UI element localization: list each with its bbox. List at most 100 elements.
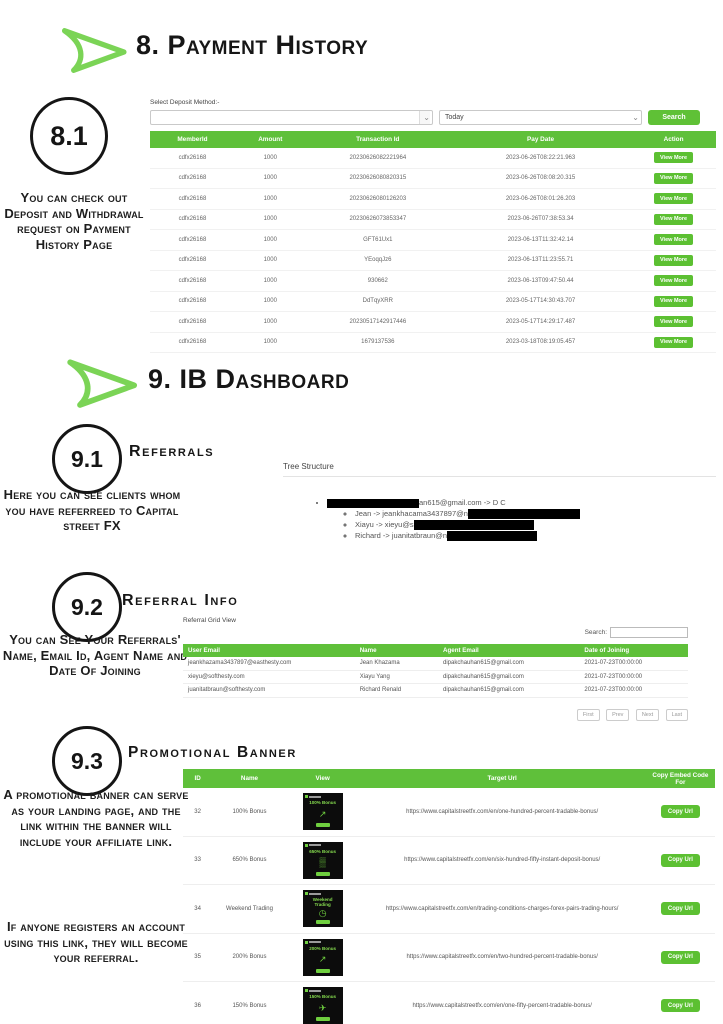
agent-email-cell: dipakchauhan615@gmail.com [438, 683, 580, 698]
table-row: cdfx26168 1000 20230626082221964 2023-06… [150, 148, 716, 169]
section-9-heading: 9. IB Dashboard [148, 364, 350, 394]
action-cell: View More [631, 291, 716, 312]
col-copy-embed: Copy Embed Code For [645, 769, 715, 788]
view-more-button[interactable]: View More [653, 316, 694, 328]
matrix-pattern-icon: ▒ [319, 857, 326, 868]
deposit-method-label: Select Deposit Method:- [150, 99, 220, 106]
banner-thumbnail[interactable]: 200% Bonus ↗ [302, 938, 343, 976]
view-more-button[interactable]: View More [653, 213, 694, 225]
pay-date-cell: 2023-03-18T08:19:05.457 [449, 332, 632, 353]
banner-view-cell: 650% Bonus ▒ [286, 836, 359, 885]
referral-grid-table: User Email Name Agent Email Date of Join… [183, 644, 688, 698]
target-url-cell: https://www.capitalstreetfx.com/en/one-h… [358, 788, 646, 837]
tree-root-label: an615@gmail.com -> D C [419, 498, 506, 507]
referral-tree: an615@gmail.com -> D C Jean -> jeankhaca… [313, 497, 716, 542]
copy-cell: Copy Url [645, 981, 715, 1024]
payment-table: MemberId Amount Transaction Id Pay Date … [150, 131, 716, 353]
tree-child-label: Jean -> jeankhacama3437897@n [355, 509, 468, 518]
redaction-bar [413, 520, 534, 531]
date-of-joining-cell: 2021-07-23T00:00:00 [579, 670, 688, 684]
banner-title-text: 150% Bonus [309, 994, 336, 1000]
banner-thumbnail[interactable]: 100% Bonus ↗ [302, 793, 343, 831]
referrals-title: Referrals [129, 443, 215, 460]
copy-url-button[interactable]: Copy Url [660, 805, 700, 819]
col-amount: Amount [234, 131, 306, 148]
copy-url-button[interactable]: Copy Url [660, 950, 700, 964]
brand-text-placeholder [308, 989, 321, 992]
view-more-button[interactable]: View More [653, 336, 694, 348]
banner-thumbnail[interactable]: 150% Bonus ✈ [302, 987, 343, 1024]
name-cell: Jean Khazama [354, 657, 439, 671]
search-button[interactable]: Search [648, 110, 700, 125]
user-email-cell: xieyu@softhesty.com [183, 670, 355, 684]
pagination-last-button[interactable]: Last [665, 708, 688, 721]
section-8-heading: 8. Payment History [136, 30, 369, 60]
member-id-cell: cdfx26168 [150, 188, 235, 210]
referral-info-title: Referral Info [122, 592, 239, 609]
date-of-joining-cell: 2021-07-23T00:00:00 [579, 657, 688, 671]
banner-id-cell: 32 [183, 788, 213, 837]
transaction-id-cell: 20230626073853347 [305, 209, 450, 230]
referral-info-caption: You can See Your Referrals' Name, Email … [2, 632, 188, 678]
search-label: Search: [584, 629, 607, 636]
member-id-cell: cdfx26168 [150, 209, 235, 230]
brand-logo-icon [304, 843, 308, 847]
amount-cell: 1000 [234, 229, 306, 251]
promo-caption-2: If anyone registers an account using thi… [4, 919, 188, 965]
banner-name-cell: 100% Bonus [212, 788, 287, 837]
target-url-cell: https://www.capitalstreetfx.com/en/six-h… [358, 836, 646, 885]
pagination-first-button[interactable]: First [576, 708, 600, 721]
promotional-banner-screenshot: ID Name View Target Url Copy Embed Code … [183, 769, 715, 1024]
banner-cta-button [315, 968, 330, 973]
period-select[interactable]: Today ⌄ [439, 110, 642, 125]
referral-grid-header: User Email Name Agent Email Date of Join… [183, 644, 688, 657]
table-row: cdfx26168 1000 20230626080820315 2023-06… [150, 168, 716, 189]
amount-cell: 1000 [234, 209, 306, 230]
amount-cell: 1000 [234, 188, 306, 210]
deposit-method-select[interactable]: ⌄ [150, 110, 433, 125]
banner-cta-button [315, 871, 330, 876]
clock-icon: ◷ [318, 908, 327, 919]
action-cell: View More [631, 270, 716, 292]
view-more-button[interactable]: View More [653, 172, 694, 184]
banner-cta-button [315, 1017, 330, 1022]
view-more-button[interactable]: View More [653, 152, 694, 164]
col-pay-date: Pay Date [449, 131, 632, 148]
transaction-id-cell: YEoqqJz6 [305, 250, 450, 271]
promotional-banner-title: Promotional Banner [128, 744, 297, 761]
redaction-bar [327, 498, 419, 508]
transaction-id-cell: 930662 [305, 270, 450, 292]
search-input[interactable] [610, 627, 688, 638]
amount-cell: 1000 [234, 332, 306, 353]
pagination-next-button[interactable]: Next [635, 708, 660, 721]
pagination-prev-button[interactable]: Prev [606, 708, 630, 721]
banner-name-cell: Weekend Trading [212, 884, 287, 934]
view-more-button[interactable]: View More [653, 193, 694, 205]
col-name: Name [354, 644, 439, 657]
view-more-button[interactable]: View More [653, 295, 694, 307]
col-agent-email: Agent Email [438, 644, 580, 657]
view-more-button[interactable]: View More [653, 275, 694, 287]
user-email-cell: jeankhazama3437897@easthesty.com [183, 657, 355, 671]
banner-thumbnail[interactable]: Weekend Trading ◷ [302, 890, 343, 928]
step-badge-8-1: 8.1 [30, 97, 108, 175]
view-more-button[interactable]: View More [653, 234, 694, 246]
brand-text-placeholder [308, 795, 321, 798]
brand-logo-icon [304, 795, 308, 799]
banner-thumbnail[interactable]: 650% Bonus ▒ [302, 841, 343, 879]
member-id-cell: cdfx26168 [150, 291, 235, 312]
amount-cell: 1000 [234, 291, 306, 312]
copy-cell: Copy Url [645, 884, 715, 934]
view-more-button[interactable]: View More [653, 254, 694, 266]
table-row: xieyu@softhesty.com Xiayu Yang dipakchau… [183, 670, 688, 684]
pay-date-cell: 2023-06-26T08:22:21.963 [449, 148, 632, 169]
action-cell: View More [631, 188, 716, 210]
copy-url-button[interactable]: Copy Url [660, 999, 700, 1013]
col-action: Action [631, 131, 716, 148]
copy-url-button[interactable]: Copy Url [660, 902, 700, 916]
table-row: cdfx26168 1000 930662 2023-06-13T09:47:5… [150, 270, 716, 292]
banner-view-cell: 150% Bonus ✈ [286, 981, 359, 1024]
member-id-cell: cdfx26168 [150, 311, 235, 333]
copy-url-button[interactable]: Copy Url [660, 853, 700, 867]
member-id-cell: cdfx26168 [150, 270, 235, 292]
